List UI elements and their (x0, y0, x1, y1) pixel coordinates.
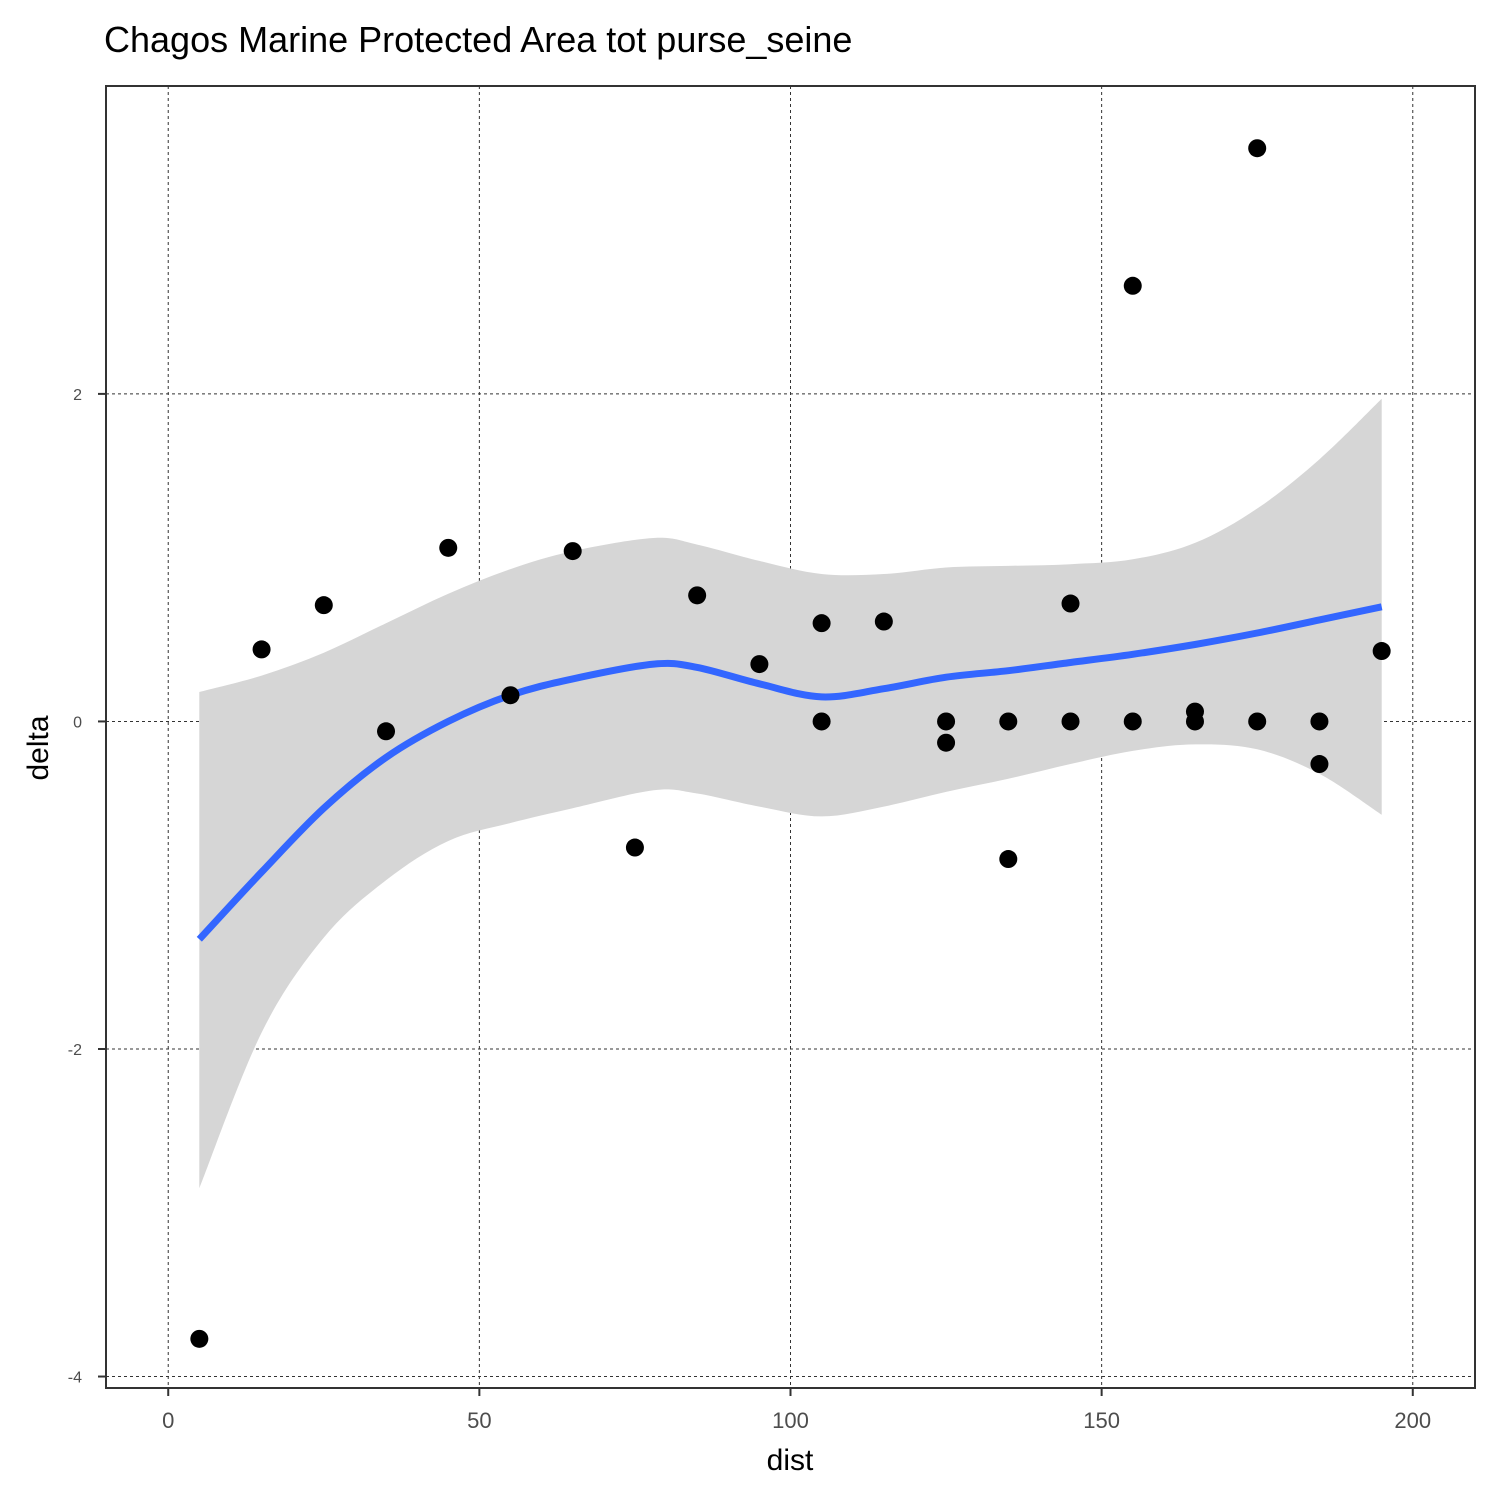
scatter-point (252, 640, 271, 659)
axis-layer: 0 50 100 150 200 -4 -2 0 2 (68, 387, 1431, 1433)
scatter-point (314, 596, 333, 615)
scatter-point (1061, 594, 1080, 613)
smooth-line (196, 603, 1383, 942)
chart-title: Chagos Marine Protected Area tot purse_s… (104, 19, 852, 60)
scatter-point (563, 542, 582, 561)
x-tick-label: 100 (772, 1408, 809, 1433)
scatter-point (1248, 712, 1267, 731)
scatter-point (1372, 642, 1391, 661)
scatter-point-layer (190, 139, 1391, 1348)
scatter-point (1310, 755, 1329, 774)
scatter-point (874, 612, 893, 631)
scatter-point (190, 1329, 209, 1348)
scatter-point (812, 712, 831, 731)
scatter-point (1185, 712, 1204, 731)
scatter-point (501, 686, 520, 705)
y-tick-label: 2 (73, 387, 82, 404)
scatter-point (812, 614, 831, 633)
scatter-point (750, 655, 769, 674)
y-tick-label: 0 (73, 714, 82, 731)
scatter-point (999, 712, 1018, 731)
scatter-point (1123, 712, 1142, 731)
y-tick-label: -4 (68, 1370, 82, 1387)
scatter-point (937, 733, 956, 752)
scatter-point (1061, 712, 1080, 731)
scatter-point (1248, 139, 1267, 158)
x-tick-label: 200 (1394, 1408, 1431, 1433)
smooth-line-layer (196, 603, 1383, 942)
y-tick-label: -2 (68, 1042, 82, 1059)
x-tick-label: 50 (467, 1408, 491, 1433)
scatter-point (377, 722, 396, 741)
scatter-point (999, 850, 1018, 869)
scatter-point (625, 838, 644, 857)
scatter-point (688, 586, 707, 605)
x-axis-title: dist (767, 1444, 814, 1477)
confidence-band-layer (199, 398, 1382, 1189)
confidence-band (199, 398, 1382, 1189)
scatter-point (1310, 712, 1329, 731)
scatter-point (439, 538, 458, 557)
x-tick-label: 0 (162, 1408, 174, 1433)
scatter-point (1123, 276, 1142, 295)
scatter-point (937, 712, 956, 731)
y-axis-title: delta (22, 715, 55, 780)
x-tick-label: 150 (1083, 1408, 1120, 1433)
